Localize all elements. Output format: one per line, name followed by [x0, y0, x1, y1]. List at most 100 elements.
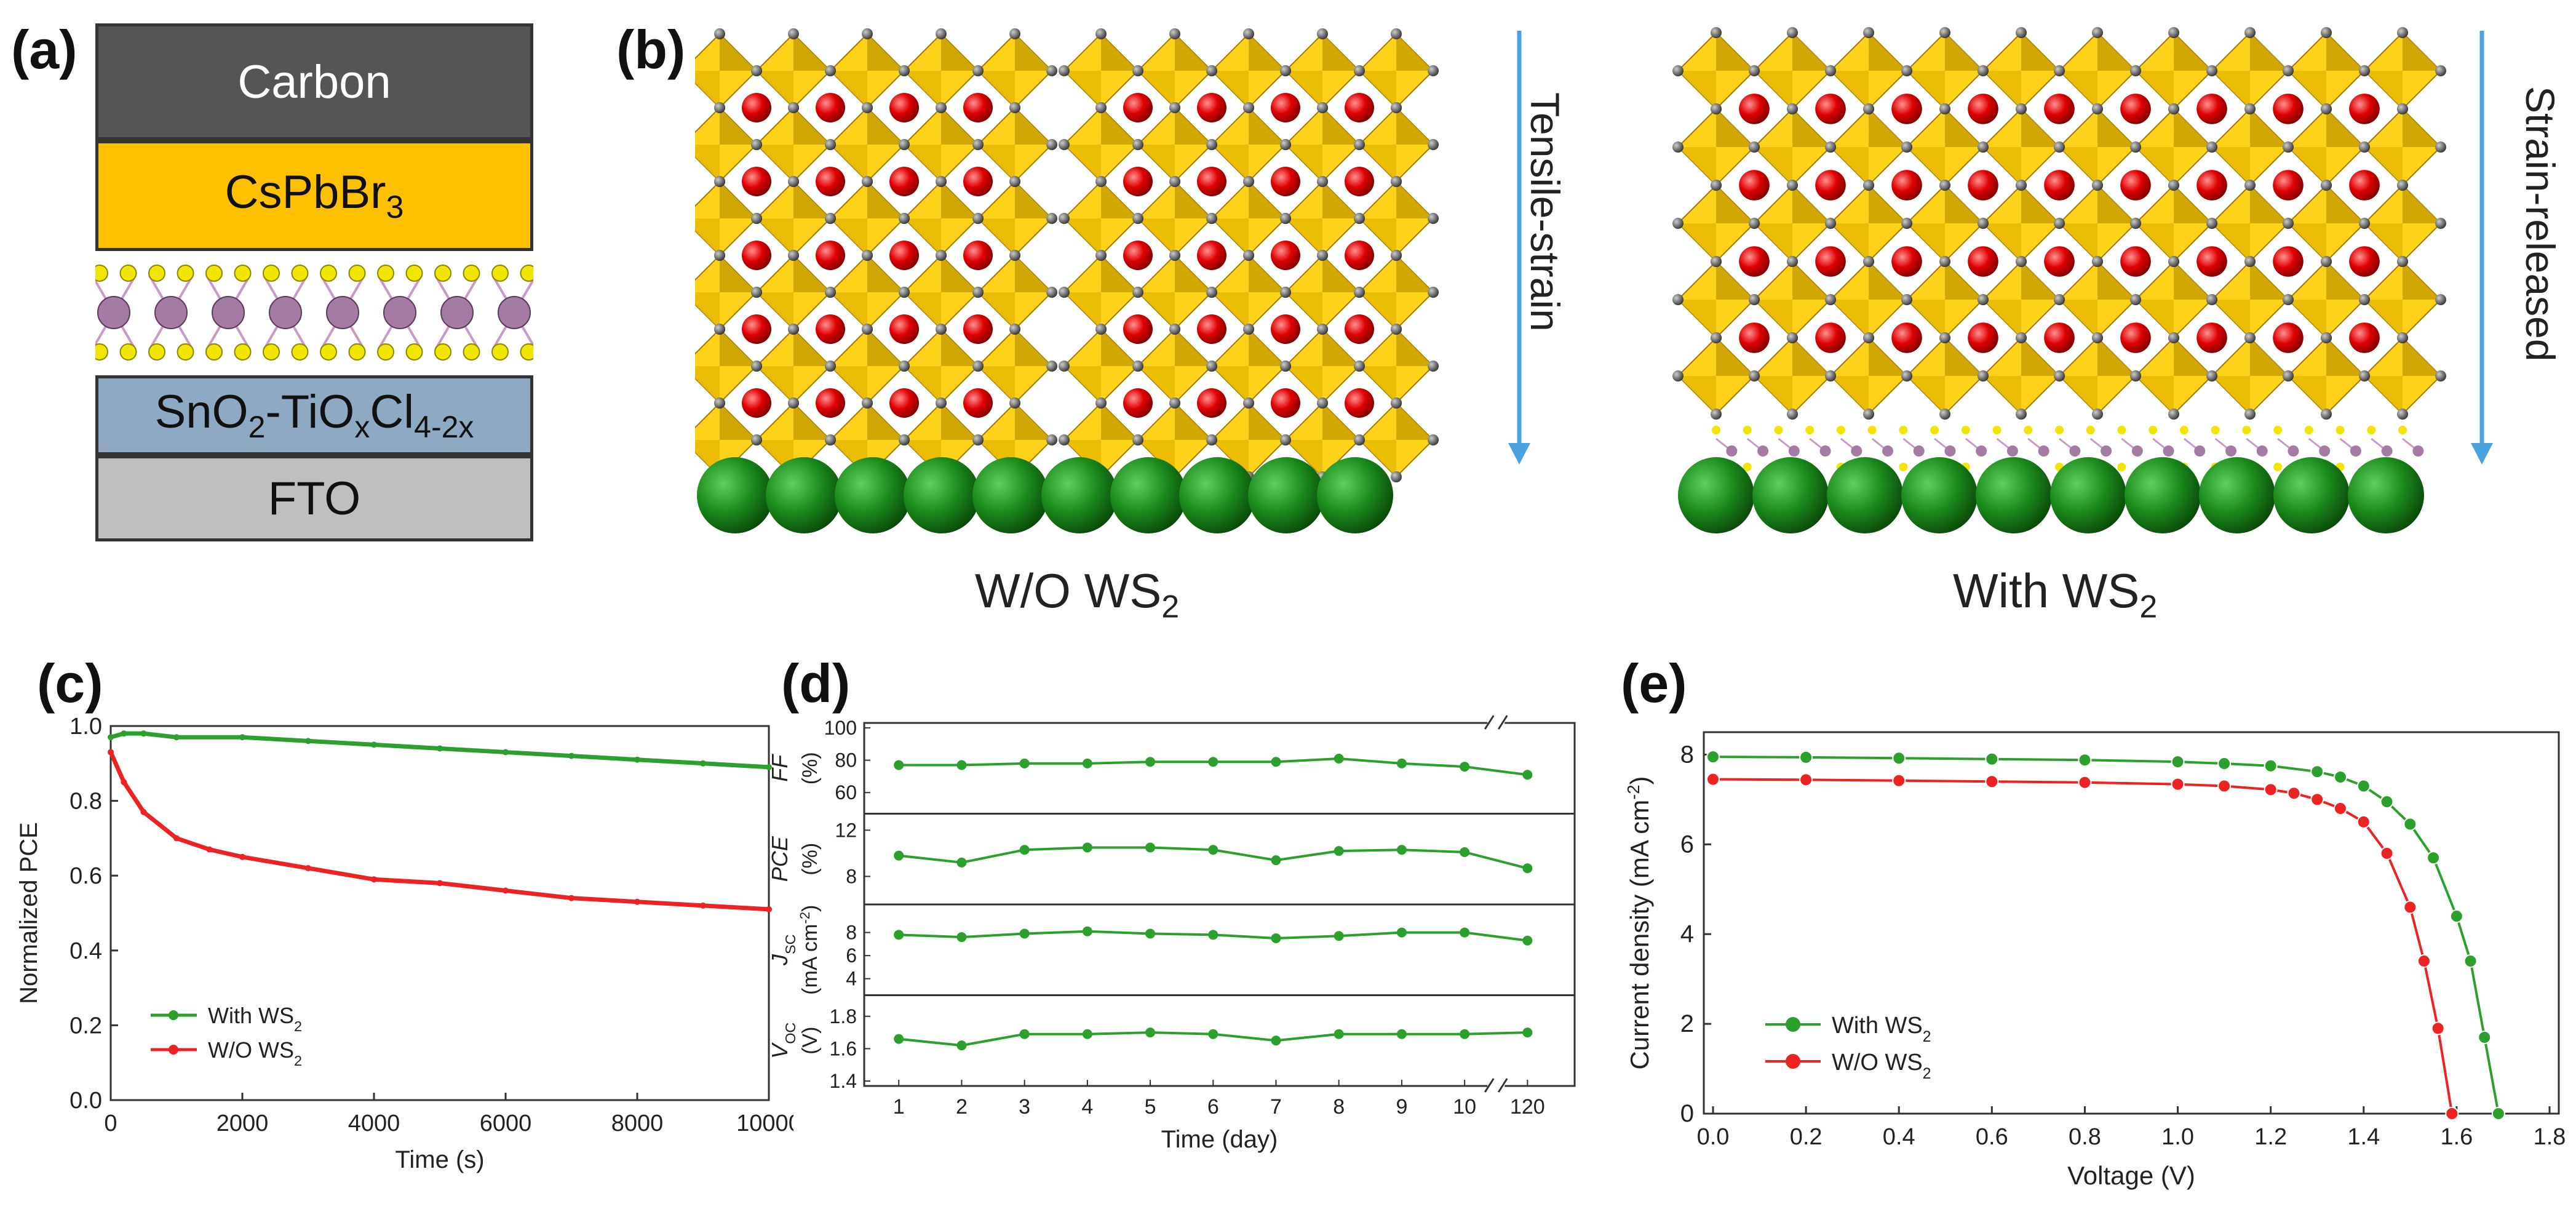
axis-break-mark	[1484, 1078, 1495, 1093]
data-point	[766, 906, 772, 912]
data-point	[1208, 930, 1218, 940]
tensile-arrow-head-icon	[1508, 443, 1530, 465]
y-tick-label: 8	[846, 922, 857, 944]
legend-label: W/O WS2	[208, 1037, 302, 1069]
data-point	[1019, 845, 1030, 855]
subplot-unit: (%)	[798, 843, 822, 876]
data-point	[2334, 770, 2347, 784]
data-point	[1334, 846, 1344, 856]
tensile-strain-label: Tensile-strain	[1522, 92, 1568, 332]
data-point	[1334, 753, 1344, 764]
data-point	[2310, 765, 2324, 779]
panel-label-a: (a)	[11, 19, 78, 80]
y-tick-label: 1.0	[70, 714, 102, 740]
legend-label: With WS2	[208, 1003, 302, 1034]
data-point	[1019, 928, 1030, 939]
layer-perovskite-label: CsPbBr3	[225, 166, 404, 226]
data-point	[1208, 757, 1218, 767]
data-point	[206, 846, 213, 853]
x-tick-label: 1	[893, 1095, 905, 1119]
y-tick-label: 0	[1680, 1100, 1694, 1127]
data-point	[1460, 847, 1470, 857]
x-tick-label: 4000	[348, 1111, 400, 1136]
data-point	[305, 865, 311, 872]
plot-frame	[109, 725, 770, 1101]
x-tick-label: 0.6	[1976, 1124, 2008, 1150]
data-point	[1082, 1029, 1092, 1039]
x-tick-label: 1.6	[2440, 1124, 2473, 1150]
y-tick-label: 1.4	[830, 1070, 857, 1092]
data-point	[2264, 783, 2278, 797]
data-point	[1460, 927, 1470, 938]
data-point	[121, 779, 127, 786]
x-tick-label: 7	[1270, 1095, 1282, 1119]
subplot-unit: (mA cm-2)	[797, 905, 822, 995]
data-point	[1522, 935, 1533, 946]
data-point	[239, 853, 245, 860]
y-tick-label: 1.6	[830, 1037, 857, 1059]
data-point	[1460, 1029, 1470, 1039]
y-tick-label: 0.2	[70, 1013, 102, 1039]
data-point	[1396, 758, 1407, 768]
y-tick-label: 0.4	[70, 938, 102, 964]
x-tick-label: 6	[1207, 1095, 1219, 1119]
data-point	[173, 734, 180, 741]
data-point	[1396, 1029, 1407, 1039]
y-tick-label: 80	[835, 749, 857, 772]
y-tick-label: 12	[835, 819, 857, 841]
plot-frame	[1703, 731, 2560, 1115]
data-point	[568, 752, 574, 759]
x-tick-label: 2000	[217, 1111, 269, 1136]
data-point	[1396, 845, 1407, 855]
data-point	[1082, 758, 1092, 768]
data-point	[956, 932, 967, 943]
data-point	[239, 734, 245, 741]
series-line	[108, 751, 769, 912]
data-point	[1799, 773, 1813, 787]
y-axis-label: Current density (mA cm-2)	[1624, 776, 1655, 1069]
series-line	[1712, 756, 2500, 1114]
data-point	[1082, 842, 1092, 853]
data-point	[1985, 752, 1999, 766]
x-tick-label: 2	[956, 1095, 968, 1119]
data-point	[2078, 753, 2092, 767]
data-point	[1460, 762, 1470, 772]
legend-label: With WS2	[1832, 1013, 1931, 1045]
axis-break-mark	[1497, 1078, 1508, 1093]
layer-etl-label: SnO2-TiOxCl4-2x	[154, 386, 474, 445]
layer-carbon-label: Carbon	[237, 55, 391, 108]
legend-label: W/O WS2	[1832, 1050, 1931, 1082]
data-point	[371, 741, 377, 748]
lattice-illustration	[695, 27, 2493, 533]
data-point	[140, 730, 147, 737]
data-point	[1271, 1035, 1281, 1046]
data-point	[2431, 1021, 2445, 1035]
lattice-with-ws2	[1672, 27, 2446, 533]
data-point	[2403, 817, 2417, 831]
data-point	[1019, 758, 1030, 768]
data-point	[1522, 863, 1533, 874]
x-tick-label: 0.4	[1883, 1124, 1915, 1150]
x-tick-label: 9	[1396, 1095, 1407, 1119]
data-point	[1145, 842, 1156, 853]
layer-perovskite: CsPbBr3	[95, 140, 533, 251]
x-tick-label: 0.0	[1697, 1124, 1730, 1150]
data-point	[894, 850, 904, 861]
y-tick-label: 4	[846, 968, 857, 990]
data-point	[1799, 750, 1813, 764]
data-point	[2463, 954, 2478, 968]
caption-with-ws2: With WS2	[1953, 564, 2158, 625]
data-point	[894, 760, 904, 770]
layer-fto: FTO	[95, 455, 533, 541]
data-point	[2380, 846, 2394, 860]
data-point	[2427, 851, 2441, 865]
data-point	[1019, 1029, 1030, 1039]
strain-released-label: Strain-released	[2518, 86, 2563, 362]
y-tick-label: 100	[824, 717, 857, 739]
y-tick-label: 8	[846, 865, 857, 887]
data-point	[894, 930, 904, 940]
caption-without-ws2: W/O WS2	[975, 564, 1180, 625]
